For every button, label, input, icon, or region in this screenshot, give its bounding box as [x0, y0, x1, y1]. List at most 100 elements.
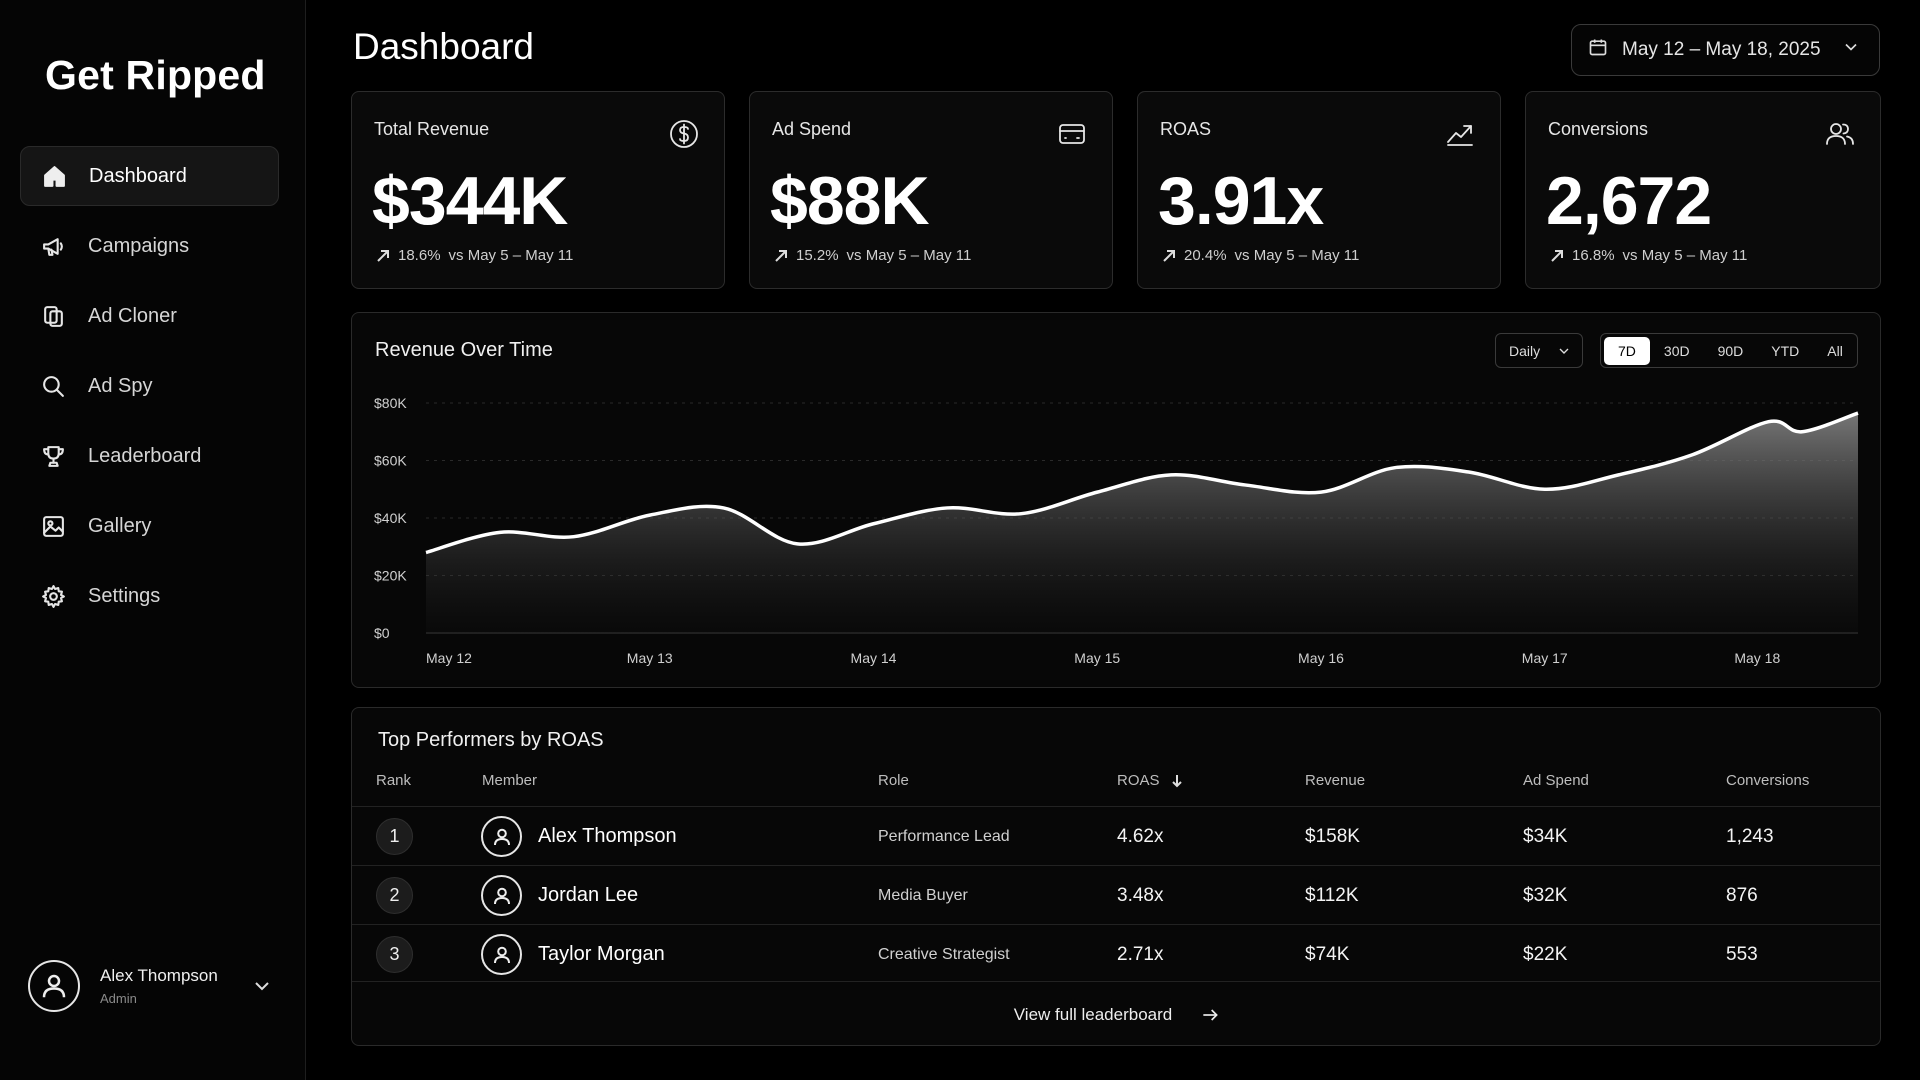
kpi-delta: 20.4% vs May 5 – May 11: [1162, 247, 1359, 264]
revenue-area: [426, 413, 1858, 633]
date-range-picker[interactable]: May 12 – May 18, 2025: [1571, 24, 1880, 76]
conversions-cell: 553: [1726, 943, 1758, 965]
trending-up-icon: [1444, 118, 1476, 150]
range-ytd[interactable]: YTD: [1771, 342, 1800, 359]
range-7d[interactable]: 7D: [1604, 336, 1650, 365]
table-row[interactable]: 2 Jordan Lee Media Buyer 3.48x $112K $32…: [352, 865, 1880, 925]
granularity-select[interactable]: Daily: [1495, 333, 1583, 368]
member-name[interactable]: Taylor Morgan: [538, 943, 665, 965]
rank-badge: 3: [376, 936, 413, 973]
kpi-delta-percent: 20.4%: [1184, 247, 1227, 264]
column-header-ad-spend: Ad Spend: [1523, 772, 1589, 789]
sidebar-item-dashboard[interactable]: Dashboard: [20, 146, 279, 206]
home-icon: [41, 163, 67, 189]
app-logo[interactable]: Get Ripped: [45, 52, 266, 98]
sidebar-item-leaderboard[interactable]: Leaderboard: [20, 426, 279, 486]
kpi-delta-percent: 16.8%: [1572, 247, 1615, 264]
kpi-delta: 16.8% vs May 5 – May 11: [1550, 247, 1747, 264]
sidebar-item-label: Dashboard: [89, 164, 187, 187]
rank-cell: 3: [376, 925, 413, 984]
sidebar-item-label: Ad Spy: [88, 374, 153, 397]
copy-icon: [40, 303, 66, 329]
kpi-compare: vs May 5 – May 11: [448, 247, 574, 264]
kpi-value: $88K: [770, 163, 930, 239]
column-header-label: ROAS: [1117, 772, 1160, 789]
x-tick-label: May 18: [1734, 650, 1780, 666]
trophy-icon: [40, 443, 66, 469]
member-cell: Jordan Lee: [481, 866, 638, 925]
sidebar-item-settings[interactable]: Settings: [20, 566, 279, 626]
member-cell: Taylor Morgan: [481, 925, 665, 984]
sidebar-item-label: Gallery: [88, 514, 152, 537]
revenue-cell: $74K: [1305, 943, 1350, 965]
x-tick-label: May 17: [1522, 650, 1568, 666]
ad-spend-cell: $22K: [1523, 943, 1568, 965]
column-header-roas[interactable]: ROAS: [1117, 772, 1184, 789]
kpi-compare: vs May 5 – May 11: [1234, 247, 1360, 264]
sidebar-item-ad-spy[interactable]: Ad Spy: [20, 356, 279, 416]
kpi-value: 3.91x: [1158, 163, 1324, 239]
image-icon: [40, 513, 66, 539]
chevron-down-icon: [1559, 348, 1569, 354]
range-all[interactable]: All: [1827, 342, 1843, 359]
kpi-card-total-revenue: Total Revenue $344K 18.6% vs May 5 – May…: [351, 91, 725, 289]
gear-icon: [40, 583, 66, 609]
arrow-up-right-icon: [1551, 249, 1563, 262]
search-icon: [40, 373, 66, 399]
column-header-rank: Rank: [376, 772, 412, 789]
y-tick-label: $0: [374, 625, 390, 641]
sidebar-item-label: Leaderboard: [88, 444, 202, 467]
kpi-delta: 18.6% vs May 5 – May 11: [376, 247, 573, 264]
avatar: [481, 875, 522, 916]
top-performers-card: Top Performers by ROAS Rank Member Role …: [351, 707, 1881, 1046]
member-name[interactable]: Alex Thompson: [538, 825, 677, 847]
rank-badge: 1: [376, 818, 413, 855]
user-icon: [493, 946, 510, 963]
kpi-value: $344K: [372, 163, 568, 239]
sidebar-item-label: Ad Cloner: [88, 304, 177, 327]
rank-cell: 1: [376, 807, 413, 866]
x-tick-label: May 13: [627, 650, 673, 666]
view-full-leaderboard-link[interactable]: View full leaderboard: [352, 981, 1880, 1045]
dollar-icon: [668, 118, 700, 150]
kpi-label: Total Revenue: [374, 119, 490, 139]
sidebar-item-label: Campaigns: [88, 234, 190, 257]
avatar: [28, 960, 80, 1012]
range-toggle: 7D 30D 90D YTD All: [1600, 333, 1858, 368]
kpi-card-conversions: Conversions 2,672 16.8% vs May 5 – May 1…: [1525, 91, 1881, 289]
granularity-value: Daily: [1509, 342, 1541, 359]
avatar: [481, 816, 522, 857]
chevron-down-icon[interactable]: [250, 974, 274, 998]
range-90d[interactable]: 90D: [1717, 342, 1744, 359]
sidebar-item-gallery[interactable]: Gallery: [20, 496, 279, 556]
conversions-cell: 1,243: [1726, 825, 1774, 847]
role-cell: Media Buyer: [878, 886, 968, 904]
page-title: Dashboard: [353, 26, 535, 67]
kpi-delta-percent: 18.6%: [398, 247, 441, 264]
kpi-card-ad-spend: Ad Spend $88K 15.2% vs May 5 – May 11: [749, 91, 1113, 289]
sort-descending-icon: [1171, 774, 1182, 787]
member-name[interactable]: Jordan Lee: [538, 884, 639, 906]
conversions-cell: 876: [1726, 884, 1758, 906]
y-tick-label: $40K: [374, 510, 407, 526]
arrow-right-icon: [1203, 1008, 1219, 1021]
kpi-compare: vs May 5 – May 11: [1622, 247, 1748, 264]
user-menu[interactable]: Alex Thompson Admin: [28, 958, 278, 1014]
revenue-cell: $158K: [1305, 825, 1360, 847]
sidebar-item-campaigns[interactable]: Campaigns: [20, 216, 279, 276]
sidebar: Get Ripped Dashboard Campaigns Ad Cloner…: [0, 0, 306, 1080]
range-30d[interactable]: 30D: [1663, 342, 1690, 359]
revenue-cell: $112K: [1305, 884, 1359, 906]
kpi-delta-percent: 15.2%: [796, 247, 839, 264]
table-row[interactable]: 3 Taylor Morgan Creative Strategist 2.71…: [352, 924, 1880, 984]
user-name: Alex Thompson: [100, 966, 218, 985]
sidebar-item-ad-cloner[interactable]: Ad Cloner: [20, 286, 279, 346]
y-tick-label: $80K: [374, 395, 407, 411]
ad-spend-cell: $34K: [1523, 825, 1568, 847]
table-row[interactable]: 1 Alex Thompson Performance Lead 4.62x $…: [352, 806, 1880, 866]
role-cell: Performance Lead: [878, 827, 1010, 845]
rank-cell: 2: [376, 866, 413, 925]
kpi-label: ROAS: [1160, 119, 1212, 139]
column-header-member: Member: [482, 772, 538, 789]
user-icon: [493, 828, 510, 845]
